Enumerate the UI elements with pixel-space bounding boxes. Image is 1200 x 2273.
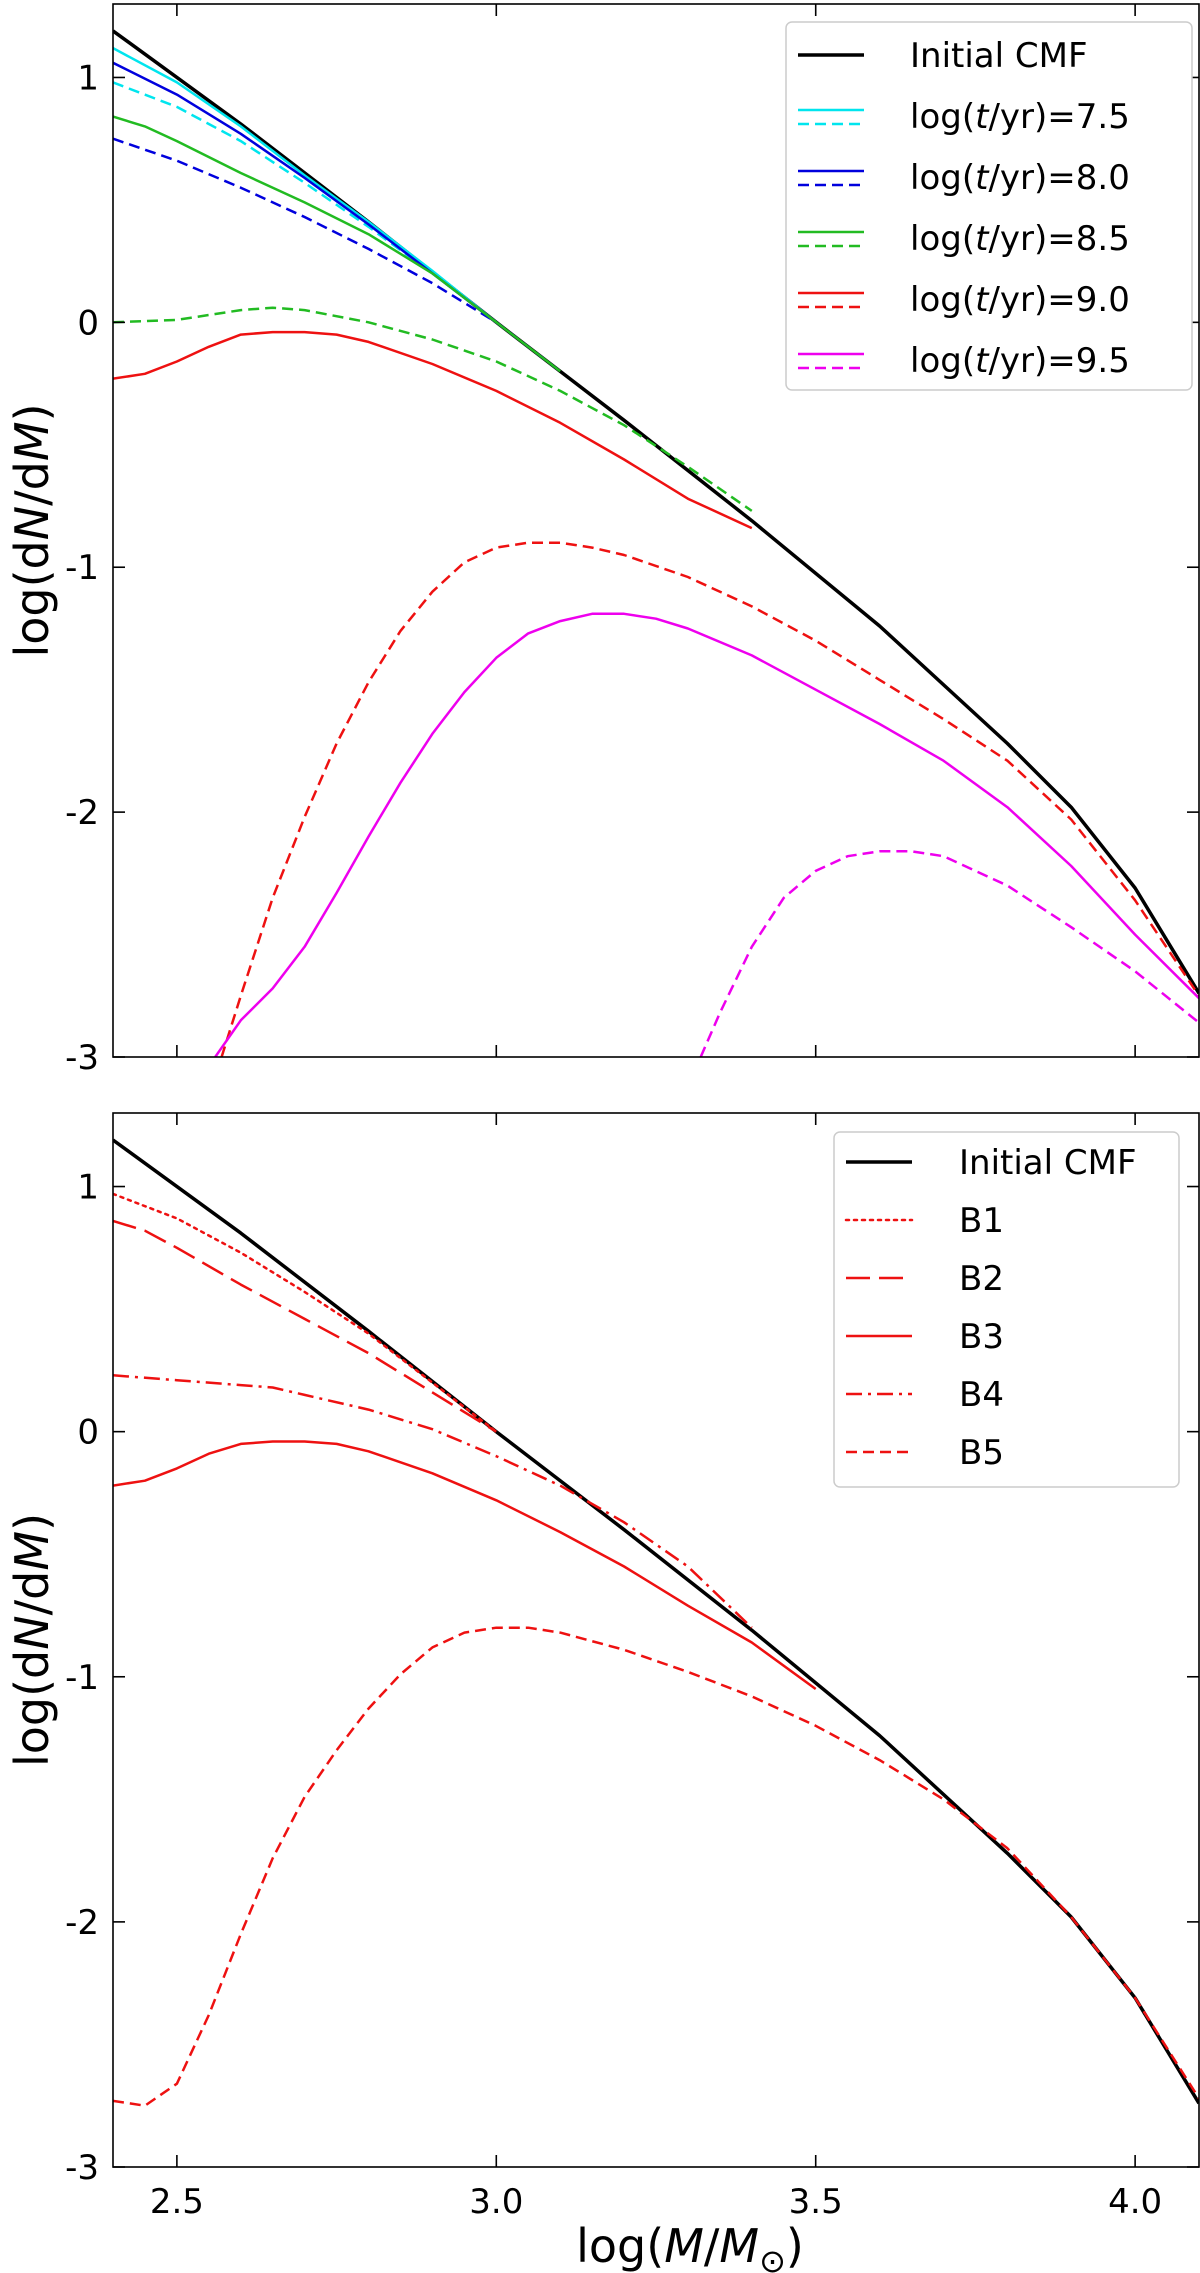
series-line-log-t-yr-8-5-b — [113, 306, 753, 512]
legend-label: B1 — [959, 1201, 1004, 1241]
legend-label: B2 — [959, 1259, 1004, 1299]
legend-label: B3 — [959, 1317, 1004, 1357]
x-tick-label: 3.0 — [469, 2182, 523, 2222]
legend-label: log(t/yr)=7.5 — [910, 97, 1130, 137]
legend-label: log(t/yr)=8.0 — [910, 158, 1130, 198]
legend-entry: log(t/yr)=7.5 — [798, 97, 1130, 137]
legend-entry: B4 — [846, 1375, 1004, 1415]
x-axis-label: log(M/M⊙) — [576, 2219, 804, 2273]
y-tick-label: -2 — [65, 793, 99, 833]
legend-entry: B5 — [846, 1433, 1004, 1473]
legend-entry: B1 — [844, 1201, 1004, 1241]
legend-label: log(t/yr)=8.5 — [910, 219, 1130, 259]
legend-label: B5 — [959, 1433, 1004, 1473]
y-tick-label: 1 — [77, 58, 99, 98]
top-panel: 1 0 -1 -2 -3 log(dN/dM) Initial CMF log(t/yr)=7… — [5, 3, 1200, 1078]
series-line-log-t-yr-7-5-a — [113, 46, 498, 324]
legend-entry: log(t/yr)=8.5 — [798, 219, 1130, 259]
y-tick-label: -2 — [65, 1903, 99, 1943]
y-tick-label: -3 — [65, 1038, 99, 1078]
legend-label: Initial CMF — [959, 1143, 1137, 1183]
y-tick-label: -3 — [65, 2148, 99, 2188]
axes-frame — [112, 1112, 1200, 2168]
series-line-b1 — [113, 1192, 498, 1433]
legend-entry: B3 — [846, 1317, 1004, 1357]
series-line-log-t-yr-9-5-a — [214, 612, 1199, 1057]
y-tick-label: -1 — [65, 1658, 99, 1698]
series-line-initial-cmf — [113, 29, 1199, 995]
series-line-log-t-yr-9-5-b — [699, 850, 1199, 1057]
series-line-log-t-yr-8-5-a — [113, 115, 561, 373]
legend-entry: log(t/yr)=8.0 — [798, 158, 1130, 198]
x-tick-label: 2.5 — [150, 2182, 204, 2222]
series-line-b3 — [113, 1440, 817, 1691]
legend-entry: Initial CMF — [798, 36, 1088, 76]
y-tick-label: -1 — [65, 548, 99, 588]
series-line-log-t-yr-9-0-a — [113, 330, 753, 530]
series-line-log-t-yr-8-0-a — [113, 61, 498, 324]
y-tick-label: 0 — [77, 1413, 99, 1453]
legend: Initial CMF log(t/yr)=7.5 log(t/yr)=8.0 log… — [785, 21, 1193, 391]
plot-area — [113, 29, 1199, 1057]
series-line-log-t-yr-9-0-b — [220, 541, 1199, 1057]
bottom-panel: 2.5 3.0 3.5 4.0 1 0 -1 -2 -3 log(dN/dM) Initial CM… — [5, 1112, 1200, 2222]
legend-entry: B2 — [846, 1259, 1004, 1299]
series-line-log-t-yr-7-5-b — [113, 81, 498, 324]
legend-label: B4 — [959, 1375, 1004, 1415]
legend-label: Initial CMF — [910, 36, 1088, 76]
legend-box — [785, 21, 1193, 391]
x-tick-label: 3.5 — [789, 2182, 843, 2222]
legend: Initial CMF B1 B2 B3 B4 B5 — [833, 1131, 1180, 1488]
y-tick-label: 0 — [77, 303, 99, 343]
axes-frame — [112, 3, 1200, 1058]
series-line-b4 — [113, 1374, 753, 1629]
legend-label: log(t/yr)=9.0 — [910, 280, 1130, 320]
plot-area — [113, 1138, 1199, 2107]
legend-label: log(t/yr)=9.5 — [910, 341, 1130, 381]
y-axis-label: log(dN/dM) — [5, 1513, 59, 1767]
x-tick-label: 4.0 — [1108, 2182, 1162, 2222]
legend-box — [833, 1131, 1180, 1488]
legend-entry: Initial CMF — [846, 1143, 1137, 1183]
y-axis-label: log(dN/dM) — [5, 403, 59, 657]
legend-entry: log(t/yr)=9.0 — [798, 280, 1130, 320]
series-line-log-t-yr-8-0-b — [113, 137, 561, 373]
series-line-b5 — [113, 1626, 1199, 2107]
series-line-b2 — [113, 1219, 497, 1433]
y-tick-label: 1 — [77, 1168, 99, 1208]
legend-entry: log(t/yr)=9.5 — [798, 341, 1130, 381]
